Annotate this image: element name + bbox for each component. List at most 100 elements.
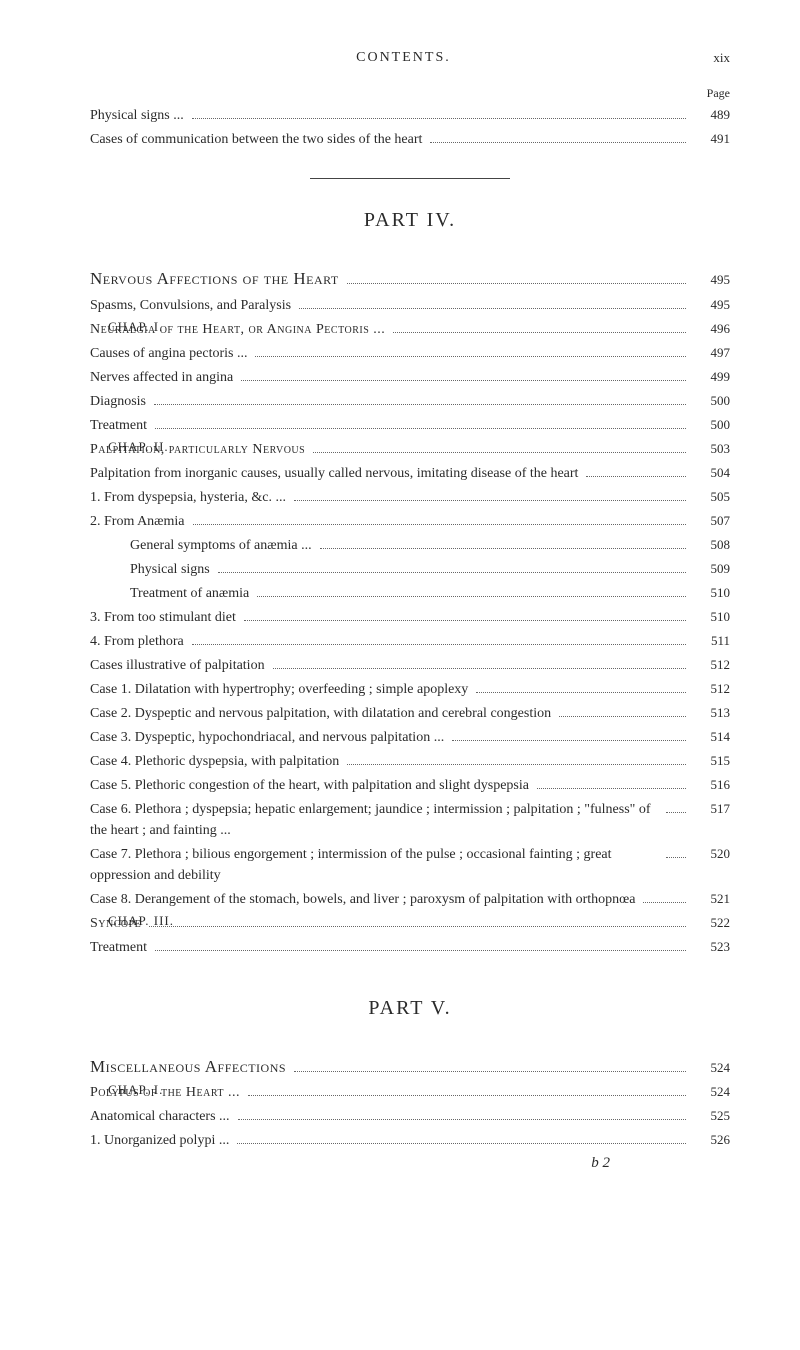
toc-row: Nerves affected in angina 499 xyxy=(90,367,730,388)
leader-dots xyxy=(155,950,686,951)
toc-row: Treatment500 xyxy=(90,415,730,436)
toc-row: 4. From plethora 511 xyxy=(90,631,730,652)
toc-row: Physical signs 509 xyxy=(90,559,730,580)
page-number: 512 xyxy=(694,679,730,699)
toc-line: Palpitation, particularly Nervous503 xyxy=(90,439,730,460)
page-number: 509 xyxy=(694,559,730,579)
toc-row: Case 6. Plethora ; dyspepsia; hepatic en… xyxy=(90,799,730,841)
toc-text: 2. From Anæmia xyxy=(90,511,185,532)
page-number: 489 xyxy=(694,105,730,125)
section-page: 495 xyxy=(694,270,730,290)
page-number: 507 xyxy=(694,511,730,531)
toc-row: CHAP. II.Palpitation, particularly Nervo… xyxy=(90,439,730,460)
toc-text: Physical signs ... xyxy=(90,105,184,126)
leader-dots xyxy=(294,1071,686,1072)
leader-dots xyxy=(430,142,686,143)
page-number: 510 xyxy=(694,583,730,603)
toc-line: Physical signs ... 489 xyxy=(90,105,730,126)
leader-dots xyxy=(537,788,686,789)
toc-row: 1. From dyspepsia, hysteria, &c. ...505 xyxy=(90,487,730,508)
leader-dots xyxy=(149,926,686,927)
section-title-row-5: Miscellaneous Affections 524 xyxy=(90,1054,730,1080)
toc-line: Case 4. Plethoric dyspepsia, with palpit… xyxy=(90,751,730,772)
page-number: 508 xyxy=(694,535,730,555)
page-number: 515 xyxy=(694,751,730,771)
toc-row: Palpitation from inorganic causes, usual… xyxy=(90,463,730,484)
toc-text: 1. From dyspepsia, hysteria, &c. ... xyxy=(90,487,286,508)
toc-line: Spasms, Convulsions, and Paralysis 495 xyxy=(90,295,730,316)
page-number: 500 xyxy=(694,391,730,411)
toc-row: Cases illustrative of palpitation512 xyxy=(90,655,730,676)
toc-line: Anatomical characters ...525 xyxy=(90,1106,730,1127)
toc-text: 1. Unorganized polypi ... xyxy=(90,1130,229,1151)
toc-row: Spasms, Convulsions, and Paralysis 495 xyxy=(90,295,730,316)
section-page-5: 524 xyxy=(694,1058,730,1078)
leader-dots xyxy=(192,118,686,119)
toc-text: Physical signs xyxy=(130,559,210,580)
toc-line: Cases illustrative of palpitation512 xyxy=(90,655,730,676)
leader-dots xyxy=(320,548,686,549)
page-number: 523 xyxy=(694,937,730,957)
toc-row: Anatomical characters ...525 xyxy=(90,1106,730,1127)
toc-row: 2. From Anæmia 507 xyxy=(90,511,730,532)
toc-text: Palpitation from inorganic causes, usual… xyxy=(90,463,578,484)
chapter-label: CHAP. I. xyxy=(108,319,163,335)
toc-line: Treatment 523 xyxy=(90,937,730,958)
page-roman: xix xyxy=(713,50,730,66)
page-number: 511 xyxy=(694,631,730,651)
toc-row: CHAP. III.Syncope522 xyxy=(90,913,730,934)
page-number: 521 xyxy=(694,889,730,909)
leader-dots xyxy=(193,524,686,525)
leader-dots xyxy=(347,283,686,284)
page-number: 524 xyxy=(694,1082,730,1102)
leader-dots xyxy=(476,692,686,693)
chapter-label: CHAP. III. xyxy=(108,913,174,929)
toc-text: Case 2. Dyspeptic and nervous palpitatio… xyxy=(90,703,551,724)
section-title: Nervous Affections of the Heart xyxy=(90,266,339,292)
toc-row: CHAP. I.Polypus of the Heart ...524 xyxy=(90,1082,730,1103)
leader-dots xyxy=(154,404,686,405)
toc-row: Case 1. Dilatation with hypertrophy; ove… xyxy=(90,679,730,700)
leader-dots xyxy=(666,857,686,858)
toc-row: Causes of angina pectoris ...497 xyxy=(90,343,730,364)
page-number: 495 xyxy=(694,295,730,315)
leader-dots xyxy=(347,764,686,765)
toc-row: Treatment 523 xyxy=(90,937,730,958)
page-container: CONTENTS. xix Page Physical signs ...489… xyxy=(0,0,800,1222)
page-number: 517 xyxy=(694,799,730,819)
page-number: 497 xyxy=(694,343,730,363)
page-number: 526 xyxy=(694,1130,730,1150)
page-number: 499 xyxy=(694,367,730,387)
toc-line: Palpitation from inorganic causes, usual… xyxy=(90,463,730,484)
toc-text: Spasms, Convulsions, and Paralysis xyxy=(90,295,291,316)
leader-dots xyxy=(666,812,686,813)
toc-line: 2. From Anæmia 507 xyxy=(90,511,730,532)
leader-dots xyxy=(299,308,686,309)
toc-row: Case 2. Dyspeptic and nervous palpitatio… xyxy=(90,703,730,724)
leader-dots xyxy=(273,668,686,669)
leader-dots xyxy=(643,902,686,903)
toc-text: Case 5. Plethoric congestion of the hear… xyxy=(90,775,529,796)
part4-lines-block: Spasms, Convulsions, and Paralysis 495 CHA… xyxy=(90,295,730,958)
toc-line: General symptoms of anæmia ...508 xyxy=(90,535,730,556)
toc-row: 1. Unorganized polypi ... 526 xyxy=(90,1130,730,1151)
toc-text: Treatment xyxy=(90,937,147,958)
toc-text: Treatment xyxy=(90,415,147,436)
toc-line: Polypus of the Heart ...524 xyxy=(90,1082,730,1103)
leader-dots xyxy=(559,716,686,717)
page-number: 516 xyxy=(694,775,730,795)
toc-line: Case 8. Derangement of the stomach, bowe… xyxy=(90,889,730,910)
leader-dots xyxy=(393,332,686,333)
page-number: 520 xyxy=(694,844,730,864)
toc-text: Nerves affected in angina xyxy=(90,367,233,388)
toc-line: Syncope522 xyxy=(90,913,730,934)
toc-text: 4. From plethora xyxy=(90,631,184,652)
leader-dots xyxy=(192,644,686,645)
leader-dots xyxy=(452,740,686,741)
toc-line: Causes of angina pectoris ...497 xyxy=(90,343,730,364)
toc-row: General symptoms of anæmia ...508 xyxy=(90,535,730,556)
toc-line: Treatment of anæmia510 xyxy=(90,583,730,604)
toc-row: Case 7. Plethora ; bilious engorgement ;… xyxy=(90,844,730,886)
divider xyxy=(310,178,510,179)
toc-row: Diagnosis500 xyxy=(90,391,730,412)
